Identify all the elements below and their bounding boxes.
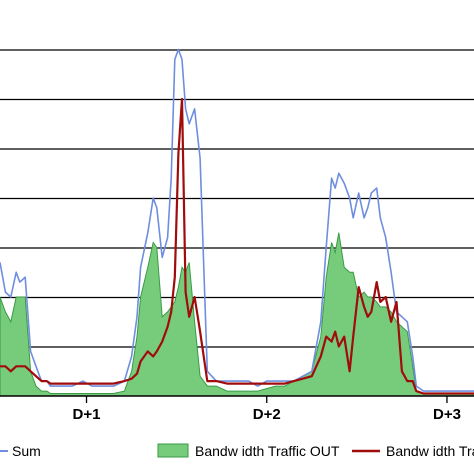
x-tick-labels: D+1 D+2 D+3 [73, 406, 461, 423]
legend: Sum Bandw idth Traffic OUT Bandw idth Traf… [0, 443, 474, 459]
x-tick-label: D+2 [253, 406, 281, 423]
grid-lines [0, 49, 474, 348]
x-tick-label: D+1 [73, 406, 101, 423]
legend-traffic-out-label: Bandw idth Traffic OUT [195, 443, 340, 459]
x-tick-label: D+3 [433, 406, 461, 423]
series-lines [0, 48, 474, 395]
legend-traffic-in-label: Bandw idth Traffic [386, 443, 474, 459]
legend-sum-label: Sum [12, 443, 41, 459]
x-axis [0, 395, 474, 403]
series-sum-line [0, 48, 474, 392]
legend-traffic-out-swatch [157, 443, 189, 458]
series-traffic-in-line [0, 97, 474, 395]
